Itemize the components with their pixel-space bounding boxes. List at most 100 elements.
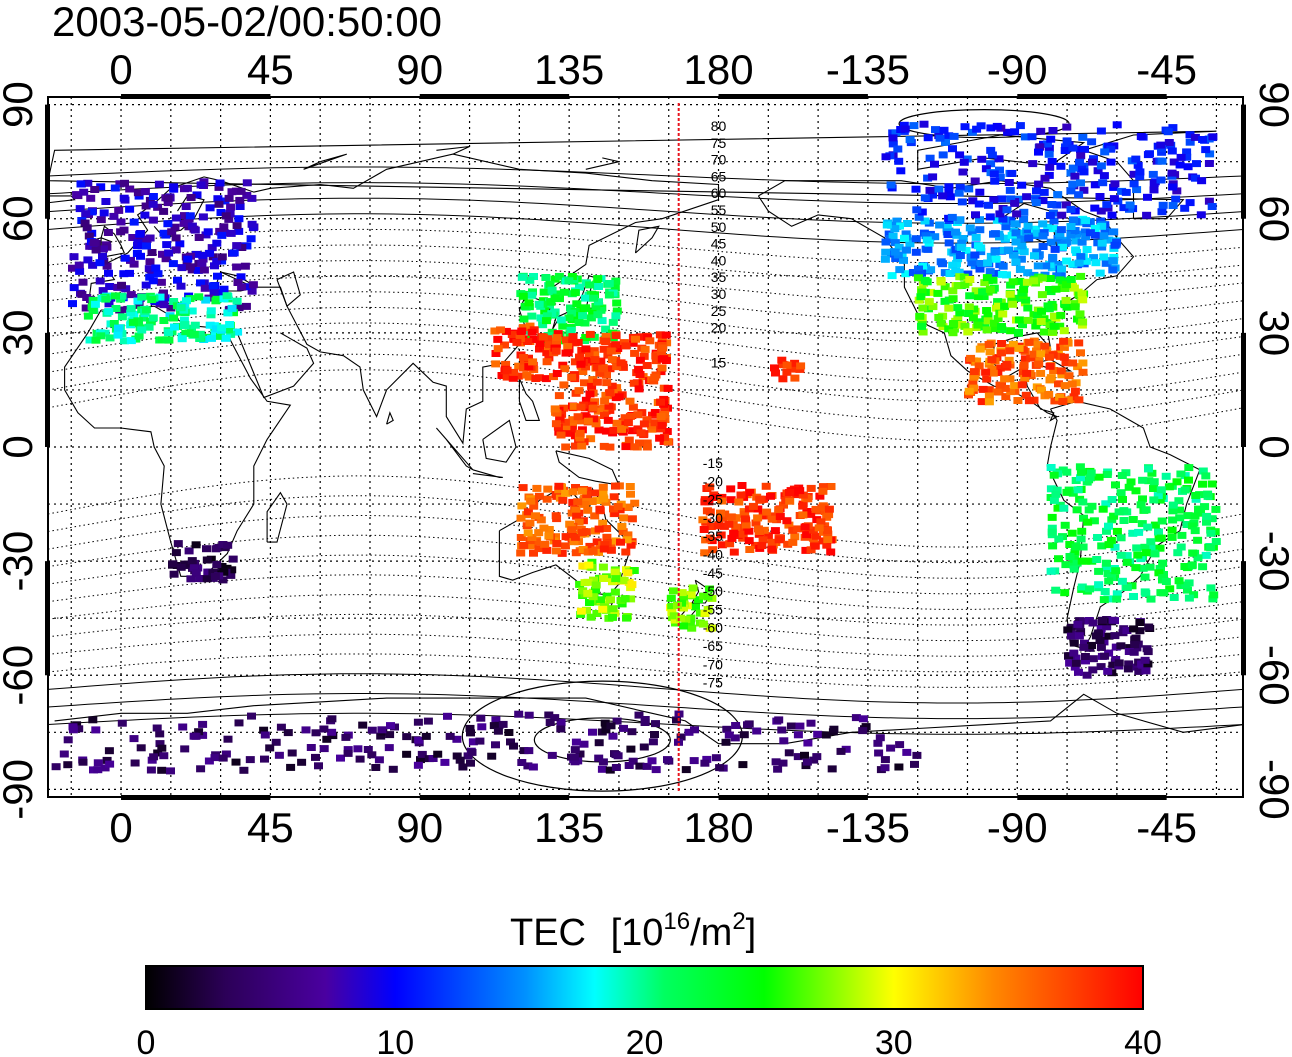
tec-cell <box>104 747 114 755</box>
tec-cell <box>144 323 154 331</box>
tec-cell <box>588 547 598 555</box>
tec-cell <box>991 255 1001 263</box>
tec-cell <box>1038 220 1048 228</box>
tec-cell <box>184 329 194 337</box>
tec-cell <box>169 314 179 322</box>
tec-cell <box>1048 328 1058 336</box>
tec-cell <box>212 257 222 265</box>
tec-cell <box>91 246 101 254</box>
tec-cell <box>208 282 218 290</box>
tec-cell <box>68 723 78 731</box>
tec-cell <box>1098 179 1108 187</box>
contour-line <box>48 369 1243 442</box>
tec-cell <box>674 738 683 746</box>
tec-cell <box>115 180 125 188</box>
tec-cell <box>1002 360 1012 368</box>
tec-cell <box>892 217 902 225</box>
tec-cell <box>561 423 571 431</box>
tec-cell <box>571 738 581 746</box>
tec-cell <box>1036 386 1046 394</box>
tec-cell <box>827 765 837 773</box>
tec-cell <box>531 538 541 546</box>
tec-cell <box>75 205 85 213</box>
bottom-lon-label: 0 <box>109 804 132 851</box>
tec-cell <box>1029 271 1039 279</box>
tec-cell <box>524 363 534 371</box>
coastline-segment <box>518 378 541 421</box>
tec-cell <box>1106 536 1116 544</box>
tec-cell <box>1089 517 1099 525</box>
tec-cell <box>990 230 1000 238</box>
tec-cell <box>600 337 610 345</box>
tec-cell <box>1103 667 1113 675</box>
tec-cell <box>1036 127 1046 135</box>
tec-cell <box>940 269 950 277</box>
tec-cell <box>1146 538 1156 546</box>
tec-cell <box>153 749 163 757</box>
tec-cell <box>367 726 377 734</box>
tec-cell <box>504 729 514 736</box>
tec-cell <box>706 523 716 530</box>
tec-cell <box>158 250 167 258</box>
tec-cell <box>629 567 639 574</box>
tec-cell <box>205 249 215 257</box>
tec-cell <box>606 722 616 730</box>
tec-cell <box>197 259 207 267</box>
tec-cell <box>911 248 921 256</box>
tec-cell <box>778 375 788 383</box>
tec-cell <box>759 526 769 534</box>
tec-cell <box>944 183 954 191</box>
tec-cell <box>190 321 200 329</box>
tec-cell <box>1070 387 1080 395</box>
tec-cell <box>592 378 602 386</box>
tec-cell <box>726 496 736 504</box>
tec-cell <box>1129 180 1139 188</box>
tec-cell <box>1150 550 1160 558</box>
tec-cell <box>176 563 186 571</box>
tec-cell <box>1017 181 1027 189</box>
tec-cell <box>588 308 598 316</box>
tec-cell <box>574 319 584 326</box>
tec-cell <box>1206 544 1216 552</box>
tec-cell <box>1158 574 1168 582</box>
tec-cell <box>1117 472 1127 479</box>
tec-cell <box>1081 257 1091 265</box>
tec-cell <box>1095 637 1105 644</box>
tec-cell <box>914 213 924 221</box>
tec-cell <box>611 575 621 583</box>
tec-cell <box>227 304 237 312</box>
tec-cell <box>105 283 115 290</box>
tec-cell <box>104 300 114 308</box>
tec-cell <box>1053 191 1063 199</box>
tec-cell <box>726 485 736 493</box>
tec-cell <box>730 734 740 742</box>
tec-cell <box>1049 367 1059 374</box>
tec-cell <box>1074 668 1083 676</box>
tec-cell <box>610 588 620 596</box>
tec-cell <box>895 222 904 230</box>
tec-cell <box>629 379 639 387</box>
tec-cell <box>975 188 985 196</box>
tec-cell <box>1036 369 1046 377</box>
tec-cell <box>1143 151 1153 159</box>
tec-cell <box>1046 238 1056 246</box>
tec-cell <box>886 181 896 189</box>
tec-cell <box>570 746 580 754</box>
tec-cell <box>1196 211 1206 219</box>
tec-cell <box>210 754 220 762</box>
tec-cell <box>1076 628 1086 636</box>
tec-cell <box>1126 478 1136 486</box>
tec-cell <box>767 515 777 523</box>
tec-cell <box>628 757 638 765</box>
tec-cell <box>590 489 600 497</box>
tec-cell <box>779 501 788 509</box>
tec-cell <box>745 546 755 553</box>
tec-cell <box>1081 233 1091 241</box>
tec-cell <box>647 425 657 433</box>
tec-cell <box>358 721 368 729</box>
tec-cell <box>1005 375 1015 383</box>
tec-cell <box>1082 478 1092 486</box>
tec-cell <box>949 320 959 327</box>
tec-cell <box>175 240 185 248</box>
tec-cell <box>180 212 189 220</box>
